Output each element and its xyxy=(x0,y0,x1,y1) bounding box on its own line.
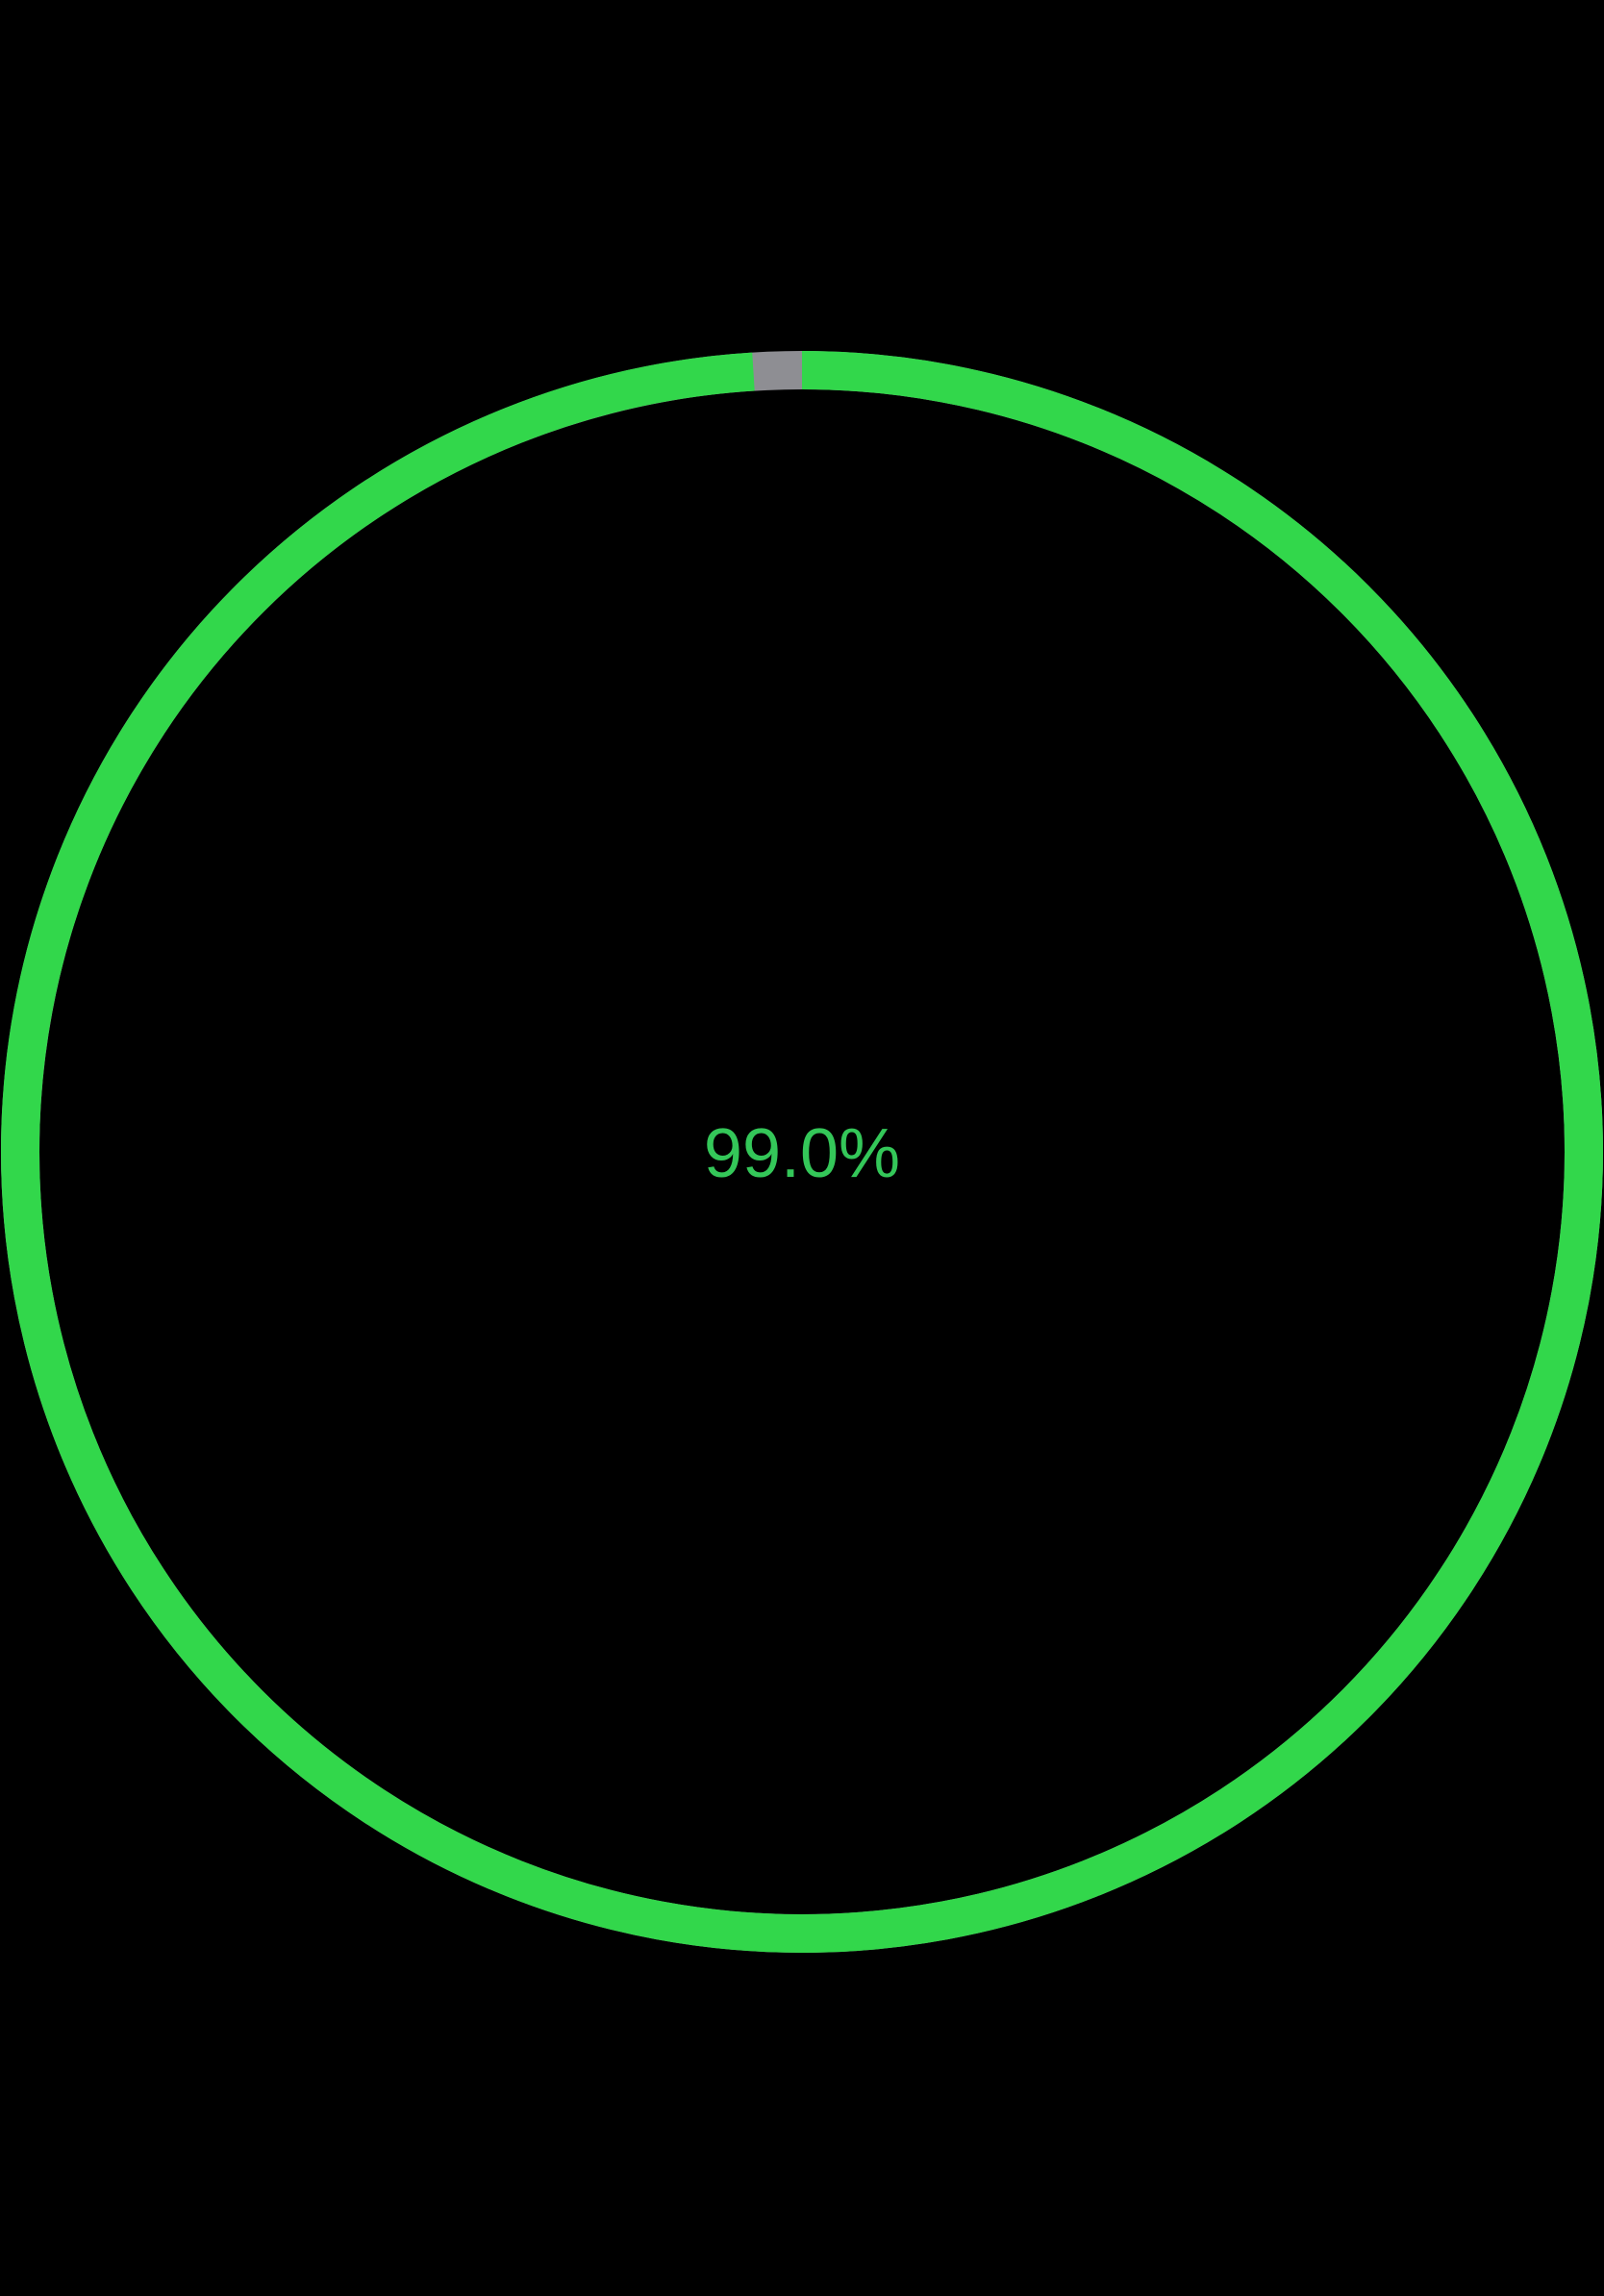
progress-ring-fill xyxy=(1,351,1603,1953)
progress-percentage: 99.0% xyxy=(703,1115,901,1192)
